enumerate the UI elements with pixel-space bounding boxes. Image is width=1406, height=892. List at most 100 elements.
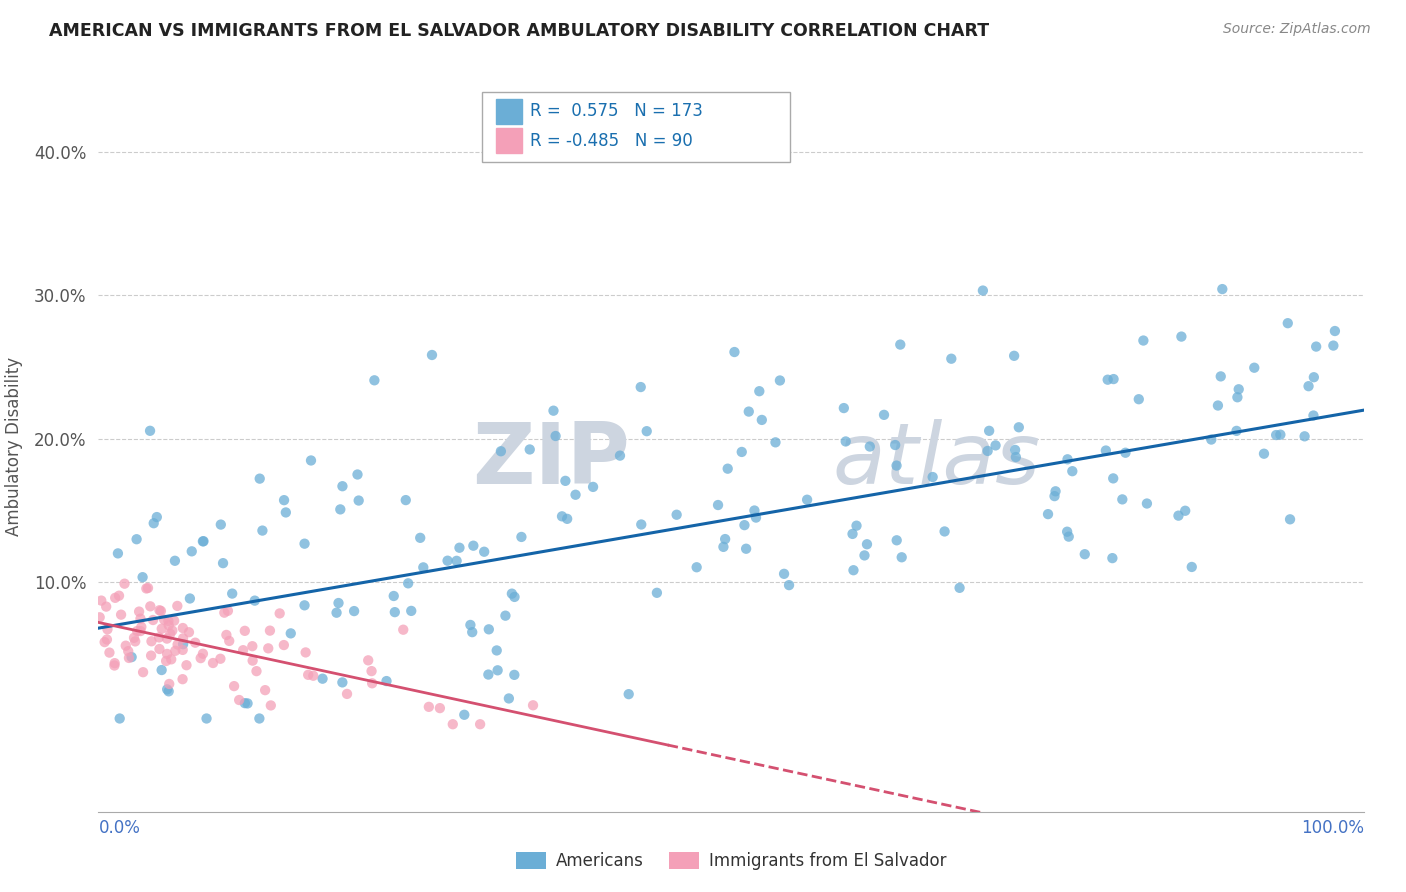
Point (420, 348, 443, 362)
Point (498, 691, 520, 706)
Point (1322, 338, 1344, 352)
Point (972, 284, 994, 298)
Point (329, 502, 352, 516)
Point (157, 618, 180, 632)
Point (853, 549, 876, 563)
Point (1209, 369, 1232, 384)
Point (110, 607, 132, 622)
Point (245, 664, 267, 678)
Point (555, 512, 578, 526)
Point (149, 604, 172, 618)
Point (1226, 390, 1249, 404)
Point (89, 610, 111, 624)
Text: R = -0.485   N = 90: R = -0.485 N = 90 (530, 132, 693, 150)
Point (796, 492, 818, 507)
Point (222, 679, 245, 693)
Point (582, 480, 605, 494)
Point (129, 612, 152, 626)
Point (280, 626, 302, 640)
Point (494, 608, 516, 623)
Point (765, 435, 787, 450)
Point (243, 593, 266, 607)
Point (190, 651, 212, 665)
Point (485, 643, 508, 657)
Point (114, 576, 136, 591)
Point (1008, 420, 1031, 434)
Point (180, 544, 202, 558)
Point (564, 488, 586, 502)
Point (252, 524, 274, 538)
Point (948, 581, 970, 595)
Point (247, 711, 270, 725)
Point (1062, 464, 1084, 478)
Point (714, 532, 737, 546)
Point (209, 517, 232, 532)
Point (1206, 399, 1229, 413)
Point (131, 570, 153, 584)
Point (122, 631, 145, 645)
Point (976, 444, 998, 458)
Point (1211, 282, 1233, 296)
Point (163, 614, 186, 628)
Point (172, 643, 194, 657)
Point (1181, 560, 1204, 574)
Point (132, 665, 155, 680)
Point (735, 541, 758, 556)
Point (299, 453, 322, 467)
Point (503, 590, 526, 604)
Point (254, 683, 277, 698)
Point (382, 589, 405, 603)
Point (302, 669, 325, 683)
Point (449, 541, 471, 555)
Point (1277, 316, 1299, 330)
Point (141, 634, 163, 648)
Point (832, 401, 855, 415)
Point (873, 408, 896, 422)
Point (360, 664, 382, 678)
Point (118, 651, 141, 665)
Point (429, 701, 451, 715)
Point (733, 518, 755, 533)
Point (543, 403, 565, 417)
Point (979, 424, 1001, 438)
Point (1225, 424, 1247, 438)
Point (172, 621, 194, 635)
Point (1167, 508, 1189, 523)
Point (1279, 512, 1302, 526)
Point (217, 604, 239, 618)
Text: AMERICAN VS IMMIGRANTS FROM EL SALVADOR AMBULATORY DISABILITY CORRELATION CHART: AMERICAN VS IMMIGRANTS FROM EL SALVADOR … (49, 22, 990, 40)
Point (384, 605, 406, 619)
Point (1057, 530, 1080, 544)
Point (751, 413, 773, 427)
Text: atlas: atlas (832, 419, 1040, 502)
Point (127, 624, 149, 638)
Point (117, 644, 139, 658)
Point (269, 607, 291, 621)
Point (311, 672, 333, 686)
Point (392, 623, 415, 637)
Point (889, 337, 911, 351)
Point (257, 641, 280, 656)
Point (218, 634, 240, 648)
Point (1302, 370, 1324, 384)
Point (128, 605, 150, 619)
Point (135, 582, 157, 596)
Point (273, 638, 295, 652)
Text: Source: ZipAtlas.com: Source: ZipAtlas.com (1223, 22, 1371, 37)
Point (1201, 433, 1223, 447)
Point (713, 540, 735, 554)
Point (1111, 492, 1133, 507)
Point (486, 663, 509, 677)
Point (191, 534, 214, 549)
Point (1097, 373, 1119, 387)
Point (1102, 471, 1125, 485)
Point (1002, 349, 1025, 363)
Point (297, 668, 319, 682)
Point (1136, 496, 1159, 510)
Point (519, 442, 541, 457)
Point (1101, 551, 1123, 566)
Point (193, 534, 215, 549)
Point (707, 498, 730, 512)
Point (236, 697, 259, 711)
Point (343, 604, 366, 618)
